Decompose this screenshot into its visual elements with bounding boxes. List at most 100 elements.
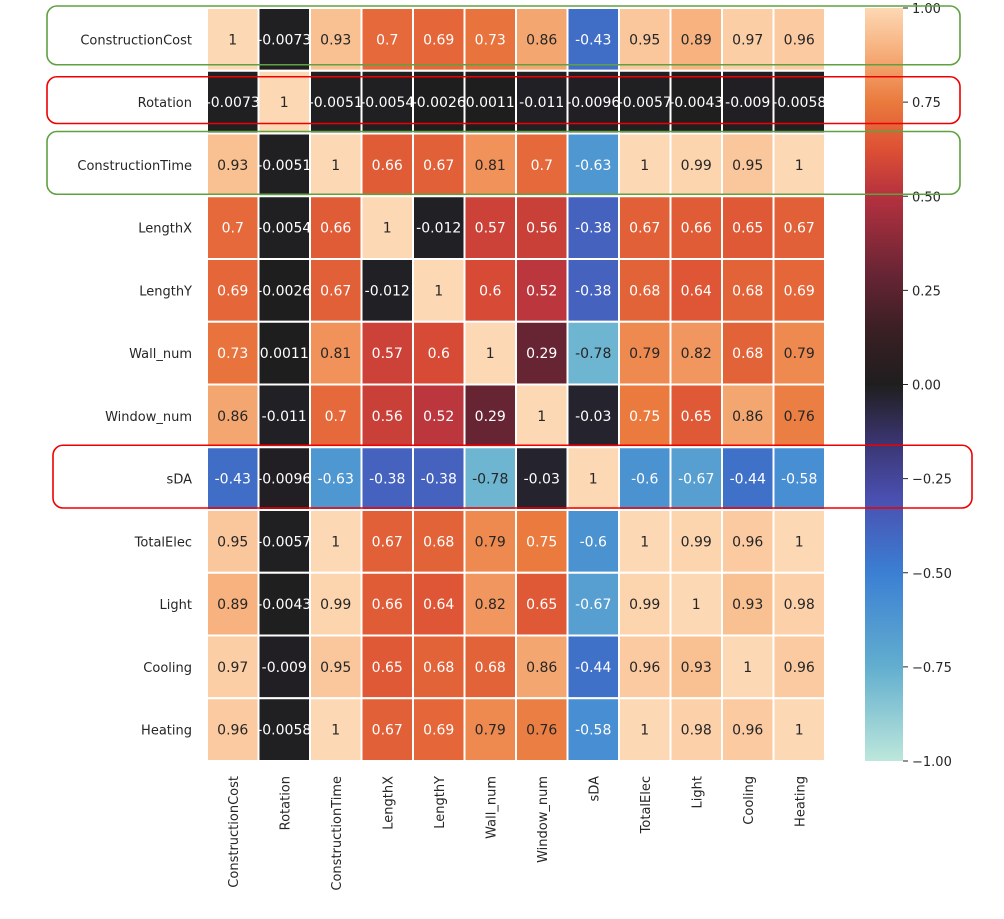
heatmap-cell (772, 697, 826, 762)
cell-value-label: -0.0058 (772, 95, 826, 111)
cell-value-label: -0.63 (318, 472, 354, 488)
cell-value-label: -0.67 (678, 472, 714, 488)
cell-value-label: 0.89 (217, 597, 248, 613)
colorbar-tick-label: 0.50 (912, 190, 941, 205)
heatmap-cell (412, 258, 466, 323)
cell-value-label: -0.0043 (257, 597, 311, 613)
colorbar-gradient (865, 8, 903, 761)
cell-value-label: 1 (589, 472, 598, 488)
y-tick-label: LengthX (138, 222, 192, 237)
heatmap-cell (618, 320, 672, 386)
cell-value-label: -0.009 (262, 660, 307, 676)
heatmap-cell (360, 446, 414, 511)
cell-value-label: 0.75 (526, 534, 557, 550)
cell-value-label: 0.67 (629, 221, 660, 237)
cell-value-label: 0.69 (217, 283, 248, 299)
cell-value-label: 1 (228, 32, 237, 48)
cell-value-label: 0.29 (475, 409, 506, 425)
cell-value-label: -0.012 (416, 221, 461, 237)
cell-value-label: 0.7 (531, 158, 553, 174)
cell-value-label: 0.93 (681, 660, 712, 676)
cell-value-label: 0.68 (732, 346, 763, 362)
cell-value-label: 0.65 (681, 409, 712, 425)
x-tick-label: ConstructionTime (330, 776, 345, 891)
y-tick-label: sDA (167, 473, 193, 488)
cell-value-label: 0.64 (681, 283, 712, 299)
heatmap-cell (206, 383, 260, 449)
heatmap-cell (772, 634, 826, 700)
cell-value-label: -0.0026 (412, 95, 466, 111)
row-highlight-box (46, 5, 961, 66)
cell-value-label: -0.0073 (206, 95, 260, 111)
cell-value-label: 0.0011 (260, 346, 309, 362)
cell-value-label: -0.0054 (257, 221, 311, 237)
x-tick-label: TotalElec (639, 776, 654, 834)
heatmap-cell (412, 132, 466, 198)
heatmap-cell (515, 634, 569, 700)
x-tick-label: Light (690, 776, 705, 808)
heatmap-cell (360, 571, 414, 637)
y-tick-label: Rotation (138, 96, 192, 111)
y-tick-label: TotalElec (134, 535, 192, 550)
heatmap-cell (412, 697, 466, 762)
colorbar-tick-label: −1.00 (912, 755, 952, 770)
cell-value-label: 1 (640, 158, 649, 174)
heatmap-cell (772, 195, 826, 260)
cell-value-label: -0.58 (575, 723, 611, 739)
x-tick-label: Heating (793, 776, 808, 827)
heatmap-cell (669, 383, 723, 449)
colorbar-tick-label: 0.75 (912, 96, 941, 111)
cell-value-label: 0.73 (475, 32, 506, 48)
cell-value-label: 0.68 (423, 660, 454, 676)
cell-value-label: -0.0043 (669, 95, 723, 111)
heatmap-cell (463, 7, 517, 72)
cell-value-label: 0.99 (629, 597, 660, 613)
heatmap-cell (206, 258, 260, 323)
cell-value-label: 0.82 (681, 346, 712, 362)
cell-value-label: 0.67 (372, 534, 403, 550)
cell-value-label: 0.79 (475, 723, 506, 739)
cell-value-label: 0.95 (320, 660, 351, 676)
cell-value-label: -0.0057 (257, 534, 311, 550)
heatmap-cell (515, 258, 569, 323)
y-tick-label: Wall_num (129, 347, 192, 362)
heatmap-cell (669, 697, 723, 762)
heatmap-cell (669, 195, 723, 260)
heatmap-cell (515, 446, 569, 511)
cell-value-label: -0.58 (781, 472, 817, 488)
cell-value-label: 0.95 (732, 158, 763, 174)
y-tick-label: Light (160, 598, 192, 613)
y-tick-label: Cooling (143, 661, 192, 676)
cell-value-label: -0.63 (575, 158, 611, 174)
cell-value-label: -0.0058 (257, 723, 311, 739)
cell-value-label: 0.68 (475, 660, 506, 676)
cell-value-label: 1 (640, 723, 649, 739)
cell-value-label: -0.0051 (309, 95, 363, 111)
colorbar: 1.00 0.75 0.50 0.25 0.00 −0.25 −0.50 −0.75 −1.00 (865, 2, 952, 770)
cell-value-label: 0.98 (784, 597, 815, 613)
colorbar-tick-label: −0.50 (912, 567, 952, 582)
heatmap-cell (515, 383, 569, 449)
heatmap-cell (772, 7, 826, 72)
heatmap-cell (515, 509, 569, 574)
heatmap-cell (618, 383, 672, 449)
cell-value-label: 0.66 (320, 221, 351, 237)
heatmap-cell (721, 697, 775, 762)
cell-value-label: 0.56 (372, 409, 403, 425)
cell-value-label: -0.78 (575, 346, 611, 362)
cell-value-label: 0.86 (217, 409, 248, 425)
cell-value-label: 0.75 (629, 409, 660, 425)
heatmap-cell (309, 132, 363, 198)
cell-value-label: -0.43 (575, 32, 611, 48)
heatmap-cell (772, 571, 826, 637)
cell-value-label: 0.82 (475, 597, 506, 613)
y-tick-label: Window_num (105, 410, 192, 425)
heatmap-cell (309, 258, 363, 323)
cell-value-label: 0.96 (784, 32, 815, 48)
heatmap-cell (206, 195, 260, 260)
heatmap-cell (515, 132, 569, 198)
y-tick-label: LengthY (139, 284, 192, 299)
heatmap-cell (463, 383, 517, 449)
cell-value-label: 0.99 (681, 158, 712, 174)
cell-value-label: 1 (795, 158, 804, 174)
